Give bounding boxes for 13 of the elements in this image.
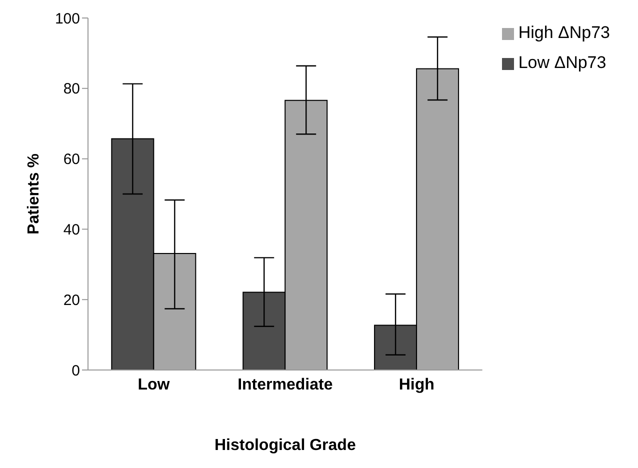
x-tick-label: Intermediate xyxy=(238,376,333,394)
y-tick-label: 100 xyxy=(54,10,80,28)
x-tick-label: Low xyxy=(138,376,170,394)
y-axis-title: Patients % xyxy=(26,154,43,234)
legend-label: Low ΔNp73 xyxy=(518,53,606,72)
y-tick-label: 20 xyxy=(63,292,80,309)
legend-label: High ΔNp73 xyxy=(518,23,610,42)
x-tick-label: High xyxy=(398,376,434,394)
y-tick-label: 40 xyxy=(63,222,80,239)
y-tick-label: 0 xyxy=(72,362,80,380)
x-axis-title: Histological Grade xyxy=(214,437,356,454)
y-tick-label: 80 xyxy=(63,80,80,98)
y-tick-label: 60 xyxy=(63,151,80,168)
